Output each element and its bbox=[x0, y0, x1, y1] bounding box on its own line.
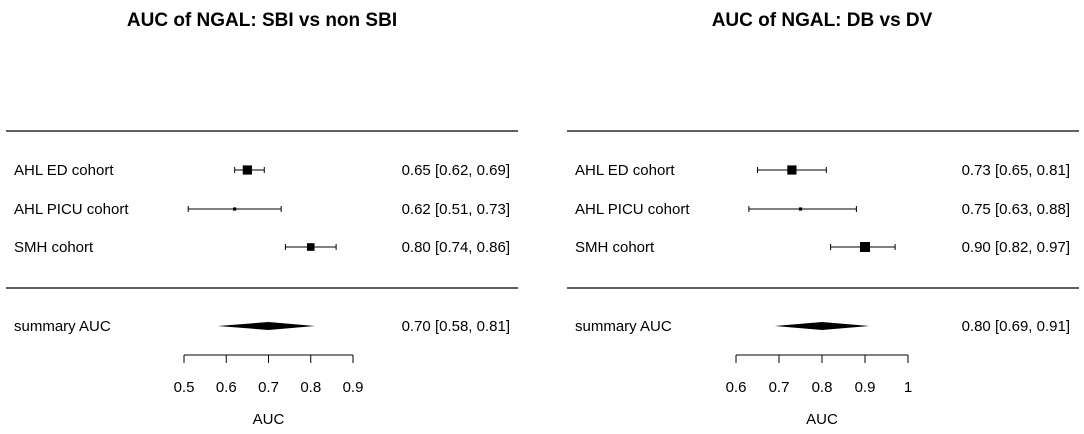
study-point bbox=[242, 165, 252, 175]
summary-ci-text: 0.70 [0.58, 0.81] bbox=[402, 318, 510, 335]
summary-label: summary AUC bbox=[575, 318, 672, 335]
x-tick-label: 0.7 bbox=[258, 379, 279, 396]
study-label: AHL PICU cohort bbox=[575, 201, 690, 218]
x-tick-label: 0.6 bbox=[726, 379, 747, 396]
study-point bbox=[306, 243, 315, 251]
study-ci-text: 0.62 [0.51, 0.73] bbox=[402, 201, 510, 218]
study-ci-text: 0.75 [0.63, 0.88] bbox=[962, 201, 1070, 218]
chart-title: AUC of NGAL: SBI vs non SBI bbox=[127, 10, 397, 31]
study-ci-text: 0.80 [0.74, 0.86] bbox=[402, 239, 510, 256]
x-axis-label: AUC bbox=[806, 411, 838, 428]
study-label: SMH cohort bbox=[14, 239, 94, 256]
summary-diamond bbox=[217, 322, 315, 330]
chart-title: AUC of NGAL: DB vs DV bbox=[712, 10, 933, 31]
x-tick-label: 0.8 bbox=[812, 379, 833, 396]
study-label: AHL PICU cohort bbox=[14, 201, 129, 218]
study-point bbox=[787, 165, 797, 175]
study-ci-text: 0.90 [0.82, 0.97] bbox=[962, 239, 1070, 256]
x-tick-label: 1 bbox=[904, 379, 912, 396]
study-label: SMH cohort bbox=[575, 239, 655, 256]
study-label: AHL ED cohort bbox=[14, 162, 114, 179]
forest-panel-1: AUC of NGAL: SBI vs non SBI AHL ED cohort… bbox=[6, 10, 518, 428]
summary-diamond bbox=[774, 322, 870, 330]
x-tick-label: 0.9 bbox=[855, 379, 876, 396]
summary-ci-text: 0.80 [0.69, 0.91] bbox=[962, 318, 1070, 335]
x-tick-label: 0.9 bbox=[343, 379, 364, 396]
forest-panel-2: AUC of NGAL: DB vs DV AHL ED cohort 0.73 [… bbox=[567, 10, 1079, 428]
x-tick-label: 0.5 bbox=[174, 379, 195, 396]
study-ci-text: 0.73 [0.65, 0.81] bbox=[962, 162, 1070, 179]
study-point bbox=[860, 242, 870, 252]
study-ci-text: 0.65 [0.62, 0.69] bbox=[402, 162, 510, 179]
study-point bbox=[798, 207, 803, 211]
study-label: AHL ED cohort bbox=[575, 162, 675, 179]
summary-label: summary AUC bbox=[14, 318, 111, 335]
study-point bbox=[233, 207, 237, 211]
x-tick-label: 0.6 bbox=[216, 379, 237, 396]
x-axis-label: AUC bbox=[253, 411, 285, 428]
x-tick-label: 0.8 bbox=[300, 379, 321, 396]
x-tick-label: 0.7 bbox=[769, 379, 790, 396]
